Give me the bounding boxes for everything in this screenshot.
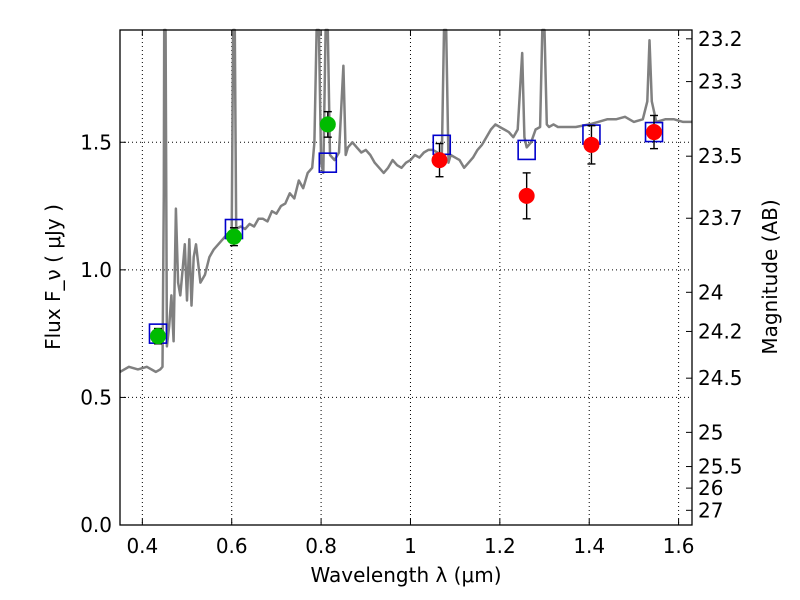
x-tick-label: 0.4 (126, 534, 158, 558)
mag-tick-label: 23.7 (698, 206, 743, 230)
mag-tick-label: 23.5 (698, 144, 743, 168)
green-observed-point (225, 228, 242, 245)
axis-ticks: 0.4 0.6 0.8 1 1.2 1.4 1.6 0.0 0.5 1.0 1.5 23.2 23.3 2… (80, 27, 742, 558)
x-tick-label: 1.2 (484, 534, 516, 558)
spectrum-series (119, 28, 692, 374)
mag-tick-label: 25 (698, 420, 723, 444)
x-tick-label: 1.6 (663, 534, 695, 558)
red-observed-point (431, 152, 448, 169)
y-tick-label: 0.0 (80, 513, 112, 537)
x-tick-label: 1.4 (573, 534, 605, 558)
mag-tick-label: 25.5 (698, 455, 743, 479)
green-observed-point (319, 116, 336, 133)
y-tick-label: 1.0 (80, 258, 112, 282)
x-tick-label: 0.8 (305, 534, 337, 558)
model-square (517, 139, 536, 161)
mag-tick-label: 23.2 (698, 27, 743, 51)
mag-tick-label: 27 (698, 498, 723, 522)
x-axis-label: Wavelength λ (μm) (310, 563, 501, 587)
mag-tick-label: 24.5 (698, 366, 743, 390)
y-tick-label: 0.5 (80, 385, 112, 409)
mag-tick-label: 26 (698, 476, 723, 500)
x-tick-label: 0.6 (216, 534, 248, 558)
mag-tick-label: 24 (698, 280, 723, 304)
grid (120, 30, 692, 526)
x-tick-label: 1 (404, 534, 417, 558)
red-observed-point (646, 124, 663, 141)
mag-tick-label: 23.3 (698, 70, 743, 94)
plot-frame (119, 29, 693, 526)
model-square (318, 152, 338, 173)
red-observed-point (583, 136, 600, 153)
spectrum-line (119, 28, 692, 374)
red-observed-point (518, 187, 535, 204)
observed-photometry-series (149, 110, 663, 345)
y-axis-label: Flux F_ν ( μJy ) (41, 204, 65, 350)
model-photometry-series (148, 121, 664, 344)
y-axis-right-label: Magnitude (AB) (758, 199, 782, 354)
y-tick-label: 1.5 (80, 130, 112, 154)
mag-tick-label: 24.2 (698, 319, 743, 343)
green-observed-point (149, 328, 166, 345)
